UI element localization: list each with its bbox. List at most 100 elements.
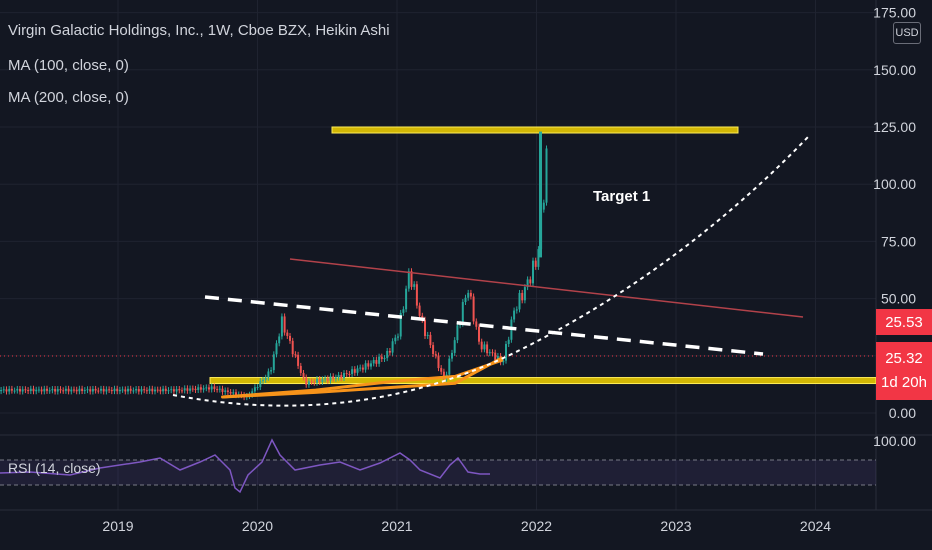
candle-body	[175, 388, 178, 392]
candle-body	[343, 373, 345, 379]
candle-body	[299, 365, 302, 373]
candle-body	[405, 288, 408, 310]
candle-body	[164, 388, 167, 391]
candle-body	[494, 352, 497, 361]
candle-body	[302, 372, 305, 378]
candle-body	[251, 391, 254, 395]
candle-body	[235, 392, 237, 396]
price-tick-label: 125.00	[873, 119, 916, 135]
candle-body	[286, 332, 289, 336]
ma-line-2	[221, 356, 504, 399]
candle-body	[534, 260, 537, 267]
candle-body	[19, 388, 21, 392]
candle-body	[86, 389, 89, 391]
rsi-legend[interactable]: RSI (14, close)	[8, 460, 101, 476]
candle-body	[364, 363, 367, 370]
candle-body	[24, 389, 27, 391]
price-tick-label: 0.00	[889, 405, 916, 421]
candle-body	[218, 388, 221, 390]
currency-button[interactable]: USD	[893, 22, 921, 44]
candle-body	[46, 388, 48, 391]
candle-body	[294, 354, 297, 356]
current-price: 25.32	[885, 350, 923, 367]
drawings	[172, 136, 809, 407]
candle-body	[186, 388, 189, 391]
candle-body	[121, 389, 124, 391]
candle-body	[513, 310, 516, 320]
candle-body	[43, 388, 46, 392]
candle-body	[37, 389, 40, 391]
candle-body	[75, 389, 78, 392]
candle-body	[332, 376, 335, 379]
dashed-parabola	[172, 136, 809, 407]
rsi-tick-label: 100.00	[873, 433, 916, 449]
candle-body	[297, 354, 300, 366]
candle-body	[318, 378, 321, 382]
candle-body	[432, 345, 435, 355]
candle-body	[197, 387, 200, 391]
candle-body	[27, 390, 30, 392]
candle-body	[359, 367, 362, 369]
candle-body	[456, 325, 459, 341]
candle-body	[329, 376, 332, 381]
candle-body	[29, 388, 32, 392]
rsi-line	[0, 438, 490, 494]
ma-100-legend[interactable]: MA (100, close, 0)	[8, 57, 129, 74]
candle-body	[429, 334, 432, 346]
year-tick-label: 2021	[381, 518, 412, 534]
candle-body	[73, 389, 75, 391]
candle-body	[137, 389, 140, 392]
current-price-tag: 25.32 1d 20h	[876, 342, 932, 400]
candle-body	[108, 389, 111, 391]
candle-body	[102, 388, 105, 392]
candle-body	[375, 360, 378, 364]
candle-body	[437, 355, 440, 369]
candle-body	[453, 340, 456, 353]
candle-body	[402, 309, 405, 313]
candle-body	[210, 386, 213, 390]
candle-body	[467, 292, 470, 298]
candle-body	[272, 354, 275, 371]
candle-body	[372, 360, 375, 364]
candle-body	[253, 387, 256, 392]
candle-body	[264, 377, 267, 380]
candle-body	[340, 374, 343, 379]
candle-body	[334, 377, 337, 379]
candle-body	[529, 279, 532, 284]
candle-body	[143, 389, 146, 391]
candle-body	[167, 390, 170, 392]
rsi-band	[0, 460, 876, 485]
target-1-label: Target 1	[593, 188, 651, 205]
candle-body	[194, 388, 197, 391]
candle-body	[418, 305, 421, 316]
candle-body	[345, 373, 348, 375]
candle-body	[278, 336, 281, 344]
ma-200-legend[interactable]: MA (200, close, 0)	[8, 89, 129, 106]
candle-body	[51, 389, 54, 391]
candle-body	[129, 388, 132, 391]
candle-body	[478, 326, 480, 342]
price-tick-label: 75.00	[881, 233, 916, 249]
target-zone-1	[331, 126, 739, 134]
candle-body	[515, 309, 518, 311]
candle-body	[118, 389, 121, 392]
candle-body	[496, 356, 499, 361]
candle-body	[97, 390, 100, 392]
candle-body	[56, 389, 59, 392]
candle-body	[310, 381, 313, 383]
price-tick-label: 50.00	[881, 291, 916, 307]
candle-body	[124, 389, 127, 392]
chart-title: Virgin Galactic Holdings, Inc., 1W, Cboe…	[8, 22, 390, 39]
candle-body	[326, 378, 329, 381]
bar-countdown: 1d 20h	[881, 374, 927, 391]
candle-body	[424, 319, 426, 336]
candle-body	[348, 373, 351, 375]
candle-body	[127, 388, 129, 392]
candle-body	[256, 387, 259, 389]
candle-body	[13, 390, 16, 392]
candle-body	[205, 387, 208, 389]
candle-body	[213, 386, 216, 390]
candle-body	[337, 374, 340, 378]
candle-body	[10, 388, 13, 391]
